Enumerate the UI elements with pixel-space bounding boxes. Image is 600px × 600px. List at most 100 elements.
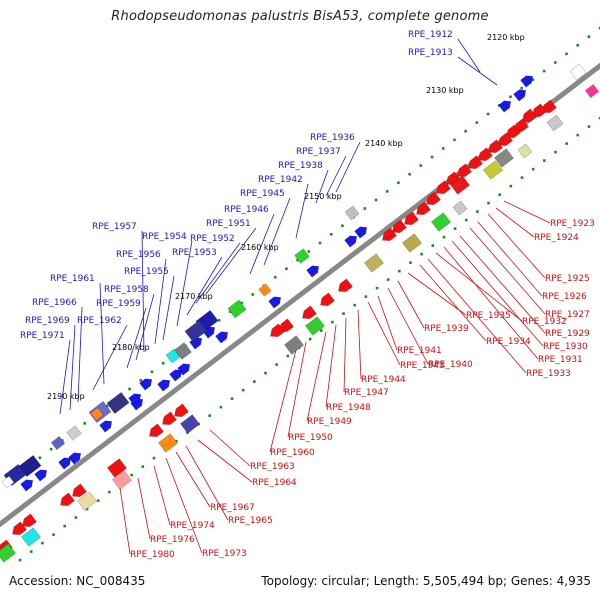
label-leader-line (77, 306, 83, 403)
gene-label-plus[interactable]: RPE_1971 (20, 331, 65, 341)
gene-label-plus[interactable]: RPE_1945 (240, 189, 285, 199)
gene-label-plus[interactable]: RPE_1951 (206, 219, 251, 229)
tick-dot-upper (83, 422, 87, 425)
gene-label-minus[interactable]: RPE_1926 (542, 292, 587, 302)
gene-label-plus[interactable]: RPE_1969 (25, 316, 70, 326)
gene-label-minus[interactable]: RPE_1927 (545, 310, 590, 320)
label-leader-line (249, 213, 275, 275)
gene-label-plus[interactable]: RPE_1952 (190, 234, 235, 244)
gene-label-plus[interactable]: RPE_1936 (310, 133, 355, 143)
gene-label-plus[interactable]: RPE_1954 (142, 232, 187, 242)
gene-label-minus[interactable]: RPE_1931 (538, 355, 583, 365)
label-leader-line (119, 487, 131, 555)
tick-dot-lower (386, 278, 390, 281)
tick-dot-upper (520, 86, 523, 90)
gene-block-light (66, 425, 82, 441)
gene-label-minus[interactable]: RPE_1947 (344, 388, 389, 398)
gene-label-minus[interactable]: RPE_1923 (550, 219, 595, 229)
label-leader-line (59, 339, 71, 415)
gene-label-plus[interactable]: RPE_1942 (258, 175, 303, 185)
gene-block-light (546, 114, 564, 132)
gene-arrow (149, 423, 164, 438)
gene-label-plus[interactable]: RPE_1955 (124, 267, 169, 277)
label-leader-line (443, 246, 539, 360)
label-leader-line (315, 169, 329, 204)
gene-label-minus[interactable]: RPE_1949 (307, 417, 352, 427)
gene-label-plus[interactable]: RPE_1953 (172, 248, 217, 258)
gene-label-minus[interactable]: RPE_1943 (400, 361, 445, 371)
tick-dot-lower (130, 473, 133, 477)
gene-label-minus[interactable]: RPE_1933 (526, 369, 571, 379)
tick-dot-lower (241, 388, 245, 392)
gene-label-minus[interactable]: RPE_1944 (361, 375, 406, 385)
gene-label-minus[interactable]: RPE_1964 (252, 478, 297, 488)
tick-dot-lower (531, 167, 535, 171)
gene-label-plus[interactable]: RPE_1937 (296, 147, 341, 157)
gene-label-minus[interactable]: RPE_1963 (250, 462, 295, 472)
gene-label-minus[interactable]: RPE_1960 (270, 448, 315, 458)
gene-label-minus[interactable]: RPE_1932 (522, 317, 567, 327)
label-leader-line (343, 317, 347, 393)
gene-label-plus[interactable]: RPE_1962 (77, 316, 122, 326)
tick-dot-lower (308, 337, 312, 341)
gene-label-plus[interactable]: RPE_1938 (278, 161, 323, 171)
coordinate-tick-label: 2160 kbp (241, 243, 279, 252)
gene-label-minus[interactable]: RPE_1950 (288, 433, 333, 443)
gene-label-minus[interactable]: RPE_1967 (210, 503, 255, 513)
label-leader-line (419, 264, 487, 342)
tick-dot-upper (565, 52, 568, 56)
tick-dot-lower (96, 499, 100, 502)
gene-label-minus[interactable]: RPE_1924 (534, 233, 579, 243)
tick-dot-upper (576, 43, 579, 47)
gene-label-minus[interactable]: RPE_1941 (397, 346, 442, 356)
gene-block-plus (184, 320, 208, 342)
gene-label-plus[interactable]: RPE_1956 (116, 250, 161, 260)
gene-label-plus[interactable]: RPE_1913 (408, 48, 453, 58)
gene-block-cyan (165, 348, 181, 364)
gene-block-minus (284, 335, 304, 355)
gene-label-plus[interactable]: RPE_1959 (96, 299, 141, 309)
gene-label-plus[interactable]: RPE_1946 (224, 205, 269, 215)
tick-dot-lower (331, 320, 334, 324)
gene-label-plus[interactable]: RPE_1957 (92, 222, 137, 232)
tick-dot-upper (374, 198, 378, 202)
gene-label-minus[interactable]: RPE_1974 (170, 521, 215, 531)
gene-label-minus[interactable]: RPE_1934 (486, 337, 531, 347)
tick-dot-lower (409, 261, 412, 264)
gene-label-plus[interactable]: RPE_1912 (408, 30, 453, 40)
tick-dot-lower (208, 414, 212, 417)
gene-block-minus (180, 414, 200, 434)
gene-arrow (22, 513, 37, 528)
gene-label-minus[interactable]: RPE_1976 (150, 535, 195, 545)
gene-label-plus[interactable]: RPE_1958 (104, 285, 149, 295)
tick-dot-lower (398, 269, 401, 273)
gene-label-plus[interactable]: RPE_1966 (32, 298, 77, 308)
gene-label-minus[interactable]: RPE_1925 (545, 274, 590, 284)
gene-label-minus[interactable]: RPE_1939 (424, 324, 469, 334)
coordinate-tick-label: 2140 kbp (365, 139, 403, 148)
gene-label-minus[interactable]: RPE_1940 (428, 360, 473, 370)
gene-block-minus (483, 160, 503, 180)
gene-arrow (34, 469, 48, 482)
gene-arrow (506, 124, 521, 139)
gene-label-plus[interactable]: RPE_1961 (50, 274, 95, 284)
tick-dot-lower (275, 363, 278, 366)
gene-label-minus[interactable]: RPE_1929 (545, 329, 590, 339)
gene-label-minus[interactable]: RPE_1948 (326, 403, 371, 413)
gene-label-minus[interactable]: RPE_1930 (543, 342, 588, 352)
gene-arrow (177, 363, 191, 376)
tick-dot-upper (464, 129, 467, 133)
tick-dot-lower (342, 312, 345, 315)
gene-label-minus[interactable]: RPE_1935 (466, 311, 511, 321)
gene-arrow (520, 75, 534, 88)
gene-label-minus[interactable]: RPE_1980 (130, 550, 175, 560)
gene-block-pink (584, 84, 600, 98)
tick-dot-lower (587, 125, 591, 128)
tick-dot-lower (85, 507, 89, 511)
tick-dot-upper (285, 267, 288, 270)
gene-label-minus[interactable]: RPE_1965 (228, 516, 273, 526)
gene-label-minus[interactable]: RPE_1973 (202, 549, 247, 559)
tick-dot-lower (576, 133, 580, 137)
tick-dot-upper (419, 164, 423, 167)
